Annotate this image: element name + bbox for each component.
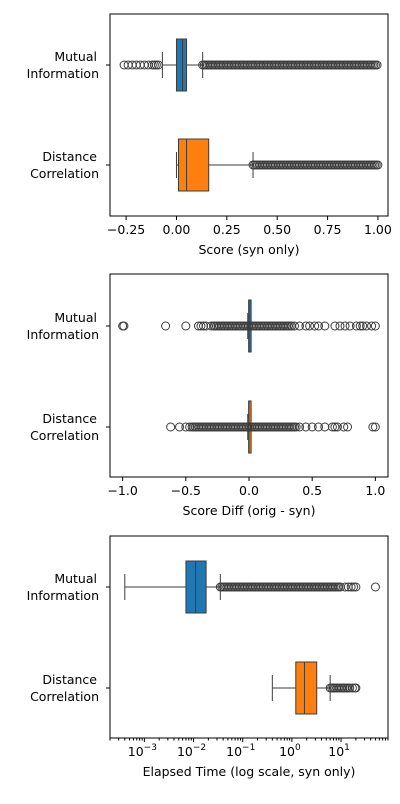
box-iqr bbox=[177, 138, 210, 192]
outlier-point bbox=[185, 422, 195, 432]
outlier-point bbox=[335, 321, 345, 331]
outlier-point bbox=[351, 321, 361, 331]
outlier-point bbox=[310, 321, 320, 331]
outlier-point bbox=[291, 422, 301, 432]
x-tick-label: 10−3 bbox=[128, 743, 157, 759]
x-axis-label: Score Diff (orig - syn) bbox=[183, 503, 316, 518]
outlier-point bbox=[320, 321, 330, 331]
x-tick-label: 0.25 bbox=[213, 222, 241, 237]
x-tick-label: 100 bbox=[279, 743, 301, 759]
x-axis-label: Elapsed Time (log scale, syn only) bbox=[143, 764, 356, 779]
outlier-point bbox=[332, 422, 342, 432]
category-label: Information bbox=[27, 66, 99, 81]
outlier-point bbox=[351, 683, 361, 693]
outlier-point bbox=[370, 582, 380, 592]
outlier-point bbox=[166, 422, 176, 432]
outlier-point bbox=[181, 422, 191, 432]
x-tick-label: −0.25 bbox=[107, 222, 145, 237]
outlier-point bbox=[343, 422, 353, 432]
outlier-point bbox=[340, 321, 350, 331]
category-label: Information bbox=[27, 327, 99, 342]
x-tick-label: 101 bbox=[328, 743, 350, 759]
box-iqr bbox=[295, 661, 318, 715]
outlier-point bbox=[209, 321, 219, 331]
outlier-point bbox=[289, 321, 299, 331]
outlier-point bbox=[347, 683, 357, 693]
outlier-point bbox=[119, 321, 129, 331]
box-iqr bbox=[175, 38, 188, 92]
outlier-point bbox=[153, 60, 163, 70]
category-label: Correlation bbox=[30, 166, 99, 181]
category-label: Mutual bbox=[54, 49, 97, 64]
outlier-point bbox=[370, 422, 380, 432]
outlier-point bbox=[349, 582, 359, 592]
box-distance-correlation bbox=[175, 138, 383, 192]
category-label: Information bbox=[27, 588, 99, 603]
axes-frame bbox=[109, 535, 389, 739]
outlier-point bbox=[368, 422, 378, 432]
outlier-point bbox=[301, 321, 311, 331]
outlier-point bbox=[305, 321, 315, 331]
outlier-point bbox=[370, 321, 380, 331]
axes-frame bbox=[109, 13, 389, 217]
panel-2: Mutual Information Distance Correlation −1.0… bbox=[27, 273, 389, 518]
outlier-point bbox=[175, 422, 184, 432]
outlier-point bbox=[358, 321, 368, 331]
category-label: Correlation bbox=[30, 689, 99, 704]
outlier-point bbox=[307, 422, 317, 432]
box-distance-correlation bbox=[166, 400, 380, 454]
outlier-point bbox=[314, 321, 323, 331]
outlier-point bbox=[367, 321, 377, 331]
outlier-point bbox=[295, 321, 305, 331]
outlier-point bbox=[372, 60, 382, 70]
category-label: Mutual bbox=[54, 571, 97, 586]
x-axis-label: Score (syn only) bbox=[199, 242, 300, 257]
box-mutual-information bbox=[124, 560, 380, 614]
outlier-point bbox=[351, 582, 361, 592]
outlier-point bbox=[196, 321, 206, 331]
outlier-point bbox=[355, 321, 365, 331]
x-tick-label: −1.0 bbox=[107, 483, 137, 498]
outlier-point bbox=[340, 582, 350, 592]
box-distance-correlation bbox=[271, 661, 361, 715]
outlier-point bbox=[295, 422, 305, 432]
x-tick-label: 0.75 bbox=[314, 222, 342, 237]
x-tick-label: 0.0 bbox=[239, 483, 259, 498]
panel-3: Mutual Information Distance Correlation 10−3… bbox=[27, 535, 389, 779]
box-mutual-information bbox=[118, 299, 380, 353]
panel-1: Mutual Information Distance Correlation −0.2… bbox=[27, 13, 392, 257]
outlier-point bbox=[362, 321, 372, 331]
outlier-point bbox=[161, 321, 171, 331]
x-tick-label: −0.5 bbox=[171, 483, 201, 498]
outlier-point bbox=[345, 683, 355, 693]
category-label: Distance bbox=[42, 149, 97, 164]
outlier-point bbox=[373, 160, 383, 170]
x-tick-label: 0.50 bbox=[263, 222, 291, 237]
box-mutual-information bbox=[119, 38, 382, 92]
category-label: Distance bbox=[42, 411, 97, 426]
x-tick-label: 0.00 bbox=[163, 222, 191, 237]
x-tick-label: 10−2 bbox=[177, 743, 206, 759]
category-label: Mutual bbox=[54, 310, 97, 325]
outlier-point bbox=[346, 582, 356, 592]
outlier-point bbox=[330, 321, 340, 331]
category-label: Distance bbox=[42, 672, 97, 687]
x-tick-label: 1.00 bbox=[364, 222, 392, 237]
x-tick-label: 1.0 bbox=[365, 483, 385, 498]
outlier-point bbox=[345, 321, 355, 331]
outlier-point bbox=[301, 422, 311, 432]
outlier-point bbox=[327, 422, 337, 432]
category-label: Correlation bbox=[30, 428, 99, 443]
outlier-point bbox=[339, 422, 349, 432]
outlier-point bbox=[206, 321, 216, 331]
outlier-point bbox=[330, 422, 340, 432]
x-tick-label: 0.5 bbox=[302, 483, 322, 498]
outlier-point bbox=[181, 321, 191, 331]
outlier-point bbox=[314, 422, 323, 432]
x-tick-label: 10−1 bbox=[226, 743, 255, 759]
